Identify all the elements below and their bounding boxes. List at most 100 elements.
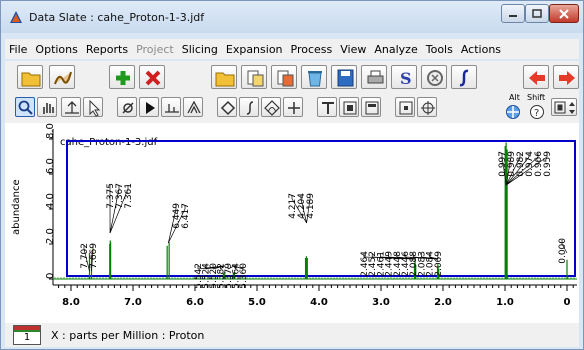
alt-crosshair-button[interactable] <box>505 104 521 120</box>
minimize-button[interactable] <box>501 4 525 23</box>
trash-button[interactable] <box>301 65 327 89</box>
menu-expansion[interactable]: Expansion <box>225 42 283 56</box>
peak-label-connector <box>505 156 521 186</box>
peak-label: 5.382 <box>217 263 227 289</box>
y-tick-label: 6.0 <box>45 158 56 174</box>
spectrum-filename: cahe_Proton-1-3.jdf <box>60 137 158 148</box>
spectrum-plot[interactable]: 0 2.0 4.0 6.0 8.0 8.0 7.0 6.0 5.0 4.0 3.0 2.0 1.0 0 ca… <box>5 123 579 335</box>
paste-document-button[interactable] <box>271 65 297 89</box>
menu-project[interactable]: Project <box>136 42 174 56</box>
peak-label: 7.702 <box>80 243 90 269</box>
menu-analyze[interactable]: Analyze <box>374 42 418 56</box>
page-indicator[interactable]: 1 <box>13 325 41 345</box>
peak-label-connector <box>306 198 311 224</box>
peak-label: 7.669 <box>89 243 99 269</box>
baseline-button[interactable] <box>161 97 181 117</box>
peak-label-connector <box>212 265 225 270</box>
view-toolbar: Alt Shift ? <box>5 93 579 123</box>
play-button[interactable] <box>139 97 159 117</box>
red-x-icon <box>145 70 161 86</box>
integrate-button[interactable] <box>451 65 477 89</box>
x-tick-label: 4.0 <box>310 297 328 308</box>
peak-label: 2.069 <box>434 251 444 277</box>
peak-label-connector <box>227 265 235 270</box>
multiplet-button[interactable] <box>183 97 203 117</box>
stop-circle-icon <box>427 70 443 86</box>
peak-label: 7.375 <box>106 183 116 209</box>
stop-button[interactable] <box>421 65 447 89</box>
zoom-tool-button[interactable] <box>15 97 35 117</box>
menu-slicing[interactable]: Slicing <box>181 42 218 56</box>
help-circle-icon: ? <box>530 105 544 119</box>
region-button[interactable] <box>261 97 281 117</box>
menu-process[interactable]: Process <box>290 42 333 56</box>
x-axis-description: X : parts per Million : Proton <box>51 329 205 342</box>
menu-options[interactable]: Options <box>35 42 78 56</box>
spectrum-chart[interactable]: 0 2.0 4.0 6.0 8.0 8.0 7.0 6.0 5.0 4.0 3.0 2.0 1.0 0 ca… <box>5 123 579 335</box>
menu-file[interactable]: File <box>9 42 28 56</box>
document-copy-icon <box>247 70 264 87</box>
menu-bar: File Options Reports Project Slicing Expansio… <box>5 39 579 59</box>
plus-icon <box>116 71 130 85</box>
new-document-button[interactable] <box>241 65 267 89</box>
shift-help-button[interactable]: ? <box>529 104 545 120</box>
pan-tool-button[interactable] <box>37 97 57 117</box>
peak-label: 0.966 <box>534 151 544 177</box>
peak-label: 0.000 <box>558 238 568 264</box>
close-button[interactable] <box>549 4 579 23</box>
previous-button[interactable] <box>523 65 549 89</box>
diamond-button[interactable] <box>217 97 237 117</box>
peak-label: 2.083 <box>417 251 427 277</box>
baseline-icon <box>165 104 179 113</box>
open-folder-button[interactable] <box>17 65 43 89</box>
peak-pick-button[interactable] <box>61 97 81 117</box>
open-folder-icon <box>21 72 41 87</box>
menu-tools[interactable]: Tools <box>425 42 453 56</box>
peak-label: 6.449 <box>172 203 182 229</box>
frame-a-button[interactable] <box>339 97 359 117</box>
menu-reports[interactable]: Reports <box>85 42 129 56</box>
menu-actions[interactable]: Actions <box>460 42 502 56</box>
crosshair-button[interactable] <box>283 97 303 117</box>
play-icon <box>146 102 155 114</box>
integral-line-button[interactable] <box>239 97 259 117</box>
select-tool-button[interactable] <box>83 97 103 117</box>
spectrum-tool-button[interactable] <box>49 65 75 89</box>
box-button[interactable] <box>395 97 415 117</box>
script-button[interactable]: S <box>391 65 417 89</box>
peak-label-connector <box>83 248 90 272</box>
peak-label-connector <box>300 198 307 224</box>
delete-button[interactable] <box>139 65 165 89</box>
frame-b-button[interactable] <box>361 97 381 117</box>
peak-pick-icon <box>65 101 79 114</box>
print-button[interactable] <box>361 65 387 89</box>
display-mode-button[interactable] <box>551 98 577 116</box>
menu-view[interactable]: View <box>340 42 367 56</box>
phase-button[interactable] <box>117 97 137 117</box>
open-file-button[interactable] <box>211 65 237 89</box>
multiplet-icon <box>187 100 201 114</box>
cursor-cross-button[interactable] <box>417 97 437 117</box>
peak-label-connector <box>291 198 307 224</box>
next-button[interactable] <box>553 65 579 89</box>
text-tool-button[interactable] <box>317 97 337 117</box>
x-tick-label: 5.0 <box>248 297 266 308</box>
peak-label: 5.379 <box>224 263 234 289</box>
folder-icon <box>215 72 235 87</box>
title-bar[interactable]: Data Slate : cahe_Proton-1-3.jdf <box>1 1 583 33</box>
trash-icon <box>308 71 322 87</box>
save-button[interactable] <box>331 65 357 89</box>
text-icon <box>322 102 334 114</box>
page-number: 1 <box>23 332 31 343</box>
x-tick-label: 7.0 <box>124 297 142 308</box>
peak-label: 0.959 <box>543 151 553 177</box>
maximize-icon <box>532 8 542 18</box>
y-tick-label: 4.0 <box>45 193 56 209</box>
peak-label-connector <box>501 156 507 186</box>
add-button[interactable] <box>109 65 135 89</box>
maximize-button[interactable] <box>525 4 549 23</box>
arrow-left-icon <box>529 71 545 85</box>
integral-icon <box>459 69 469 87</box>
svg-text:S: S <box>400 69 412 88</box>
peak-label: 0.989 <box>507 151 517 177</box>
